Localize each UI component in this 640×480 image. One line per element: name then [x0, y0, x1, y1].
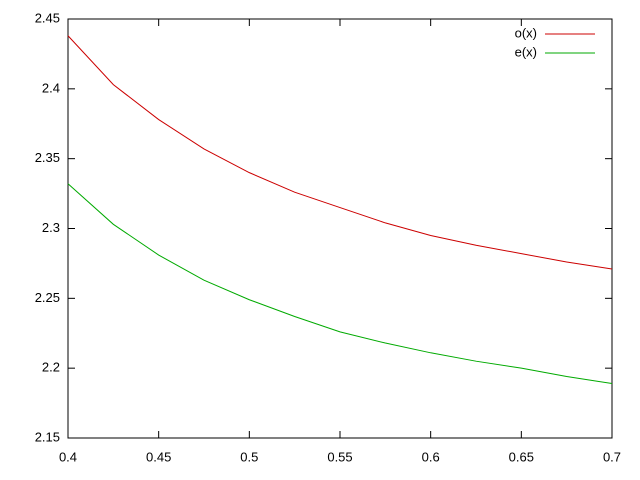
- y-tick-label: 2.25: [35, 290, 60, 305]
- y-tick-label: 2.4: [42, 80, 60, 95]
- y-tick-label: 2.35: [35, 150, 60, 165]
- y-tick-label: 2.15: [35, 429, 60, 444]
- y-tick-label: 2.3: [42, 220, 60, 235]
- series-line: [67, 35, 613, 270]
- legend-label: o(x): [515, 25, 537, 40]
- x-tick-label: 0.45: [146, 449, 171, 464]
- x-tick-label: 0.5: [240, 449, 258, 464]
- x-tick-label: 0.6: [422, 449, 440, 464]
- series-line: [67, 183, 613, 385]
- legend-label: e(x): [515, 44, 537, 59]
- x-tick-label: 0.65: [509, 449, 534, 464]
- x-tick-label: 0.7: [603, 449, 621, 464]
- x-tick-label: 0.55: [327, 449, 352, 464]
- plot-border: [67, 18, 613, 439]
- y-tick-label: 2.45: [35, 10, 60, 25]
- x-tick-label: 0.4: [59, 449, 77, 464]
- y-tick-label: 2.2: [42, 360, 60, 375]
